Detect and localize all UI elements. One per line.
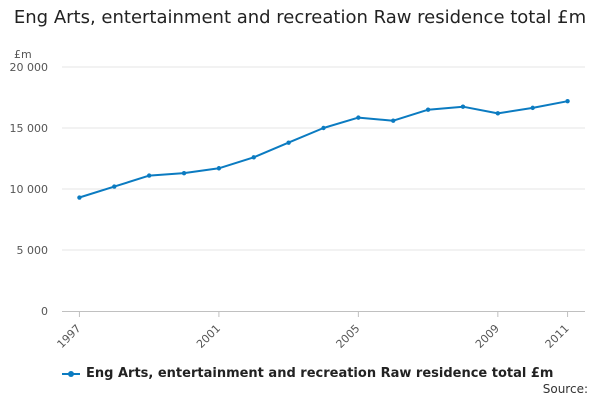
data-point [321,125,326,131]
series-line [78,100,569,199]
y-tick-label: 5 000 [17,244,49,257]
data-point [530,105,535,111]
y-tick-label: 15 000 [10,122,49,135]
x-tick-label: 1997 [55,322,84,351]
data-point [425,107,431,112]
y-tick-label: 10 000 [10,183,49,196]
series [77,98,570,200]
data-point [146,173,152,178]
x-tick-label: 2001 [194,322,223,351]
x-tick-label: 2005 [333,322,362,351]
y-axis-label: £m [14,48,32,61]
source-label: Source: [542,382,588,396]
legend-label: Eng Arts, entertainment and recreation R… [86,366,554,381]
y-tick-labels: 0 5 000 10 000 15 000 20 000 [10,61,49,318]
chart-title: Eng Arts, entertainment and recreation R… [13,7,587,28]
y-tick-label: 0 [41,305,48,318]
legend[interactable]: Eng Arts, entertainment and recreation R… [62,366,553,381]
data-point [565,98,570,104]
data-point [391,118,396,123]
x-tick-labels: 1997 2001 2005 2009 2011 [55,322,572,351]
data-point [216,166,222,171]
data-point [112,184,117,189]
data-point [181,170,187,176]
data-point [251,155,256,160]
gridlines [62,66,585,251]
y-tick-label: 20 000 [10,61,49,74]
data-point [77,195,82,200]
x-tick-label: 2009 [473,322,502,351]
legend-swatch-icon [62,369,80,379]
data-point [460,104,466,109]
data-point [356,115,361,120]
data-point [495,111,501,116]
x-tick-label: 2011 [543,322,572,351]
axes [62,311,585,317]
data-point [286,140,291,145]
